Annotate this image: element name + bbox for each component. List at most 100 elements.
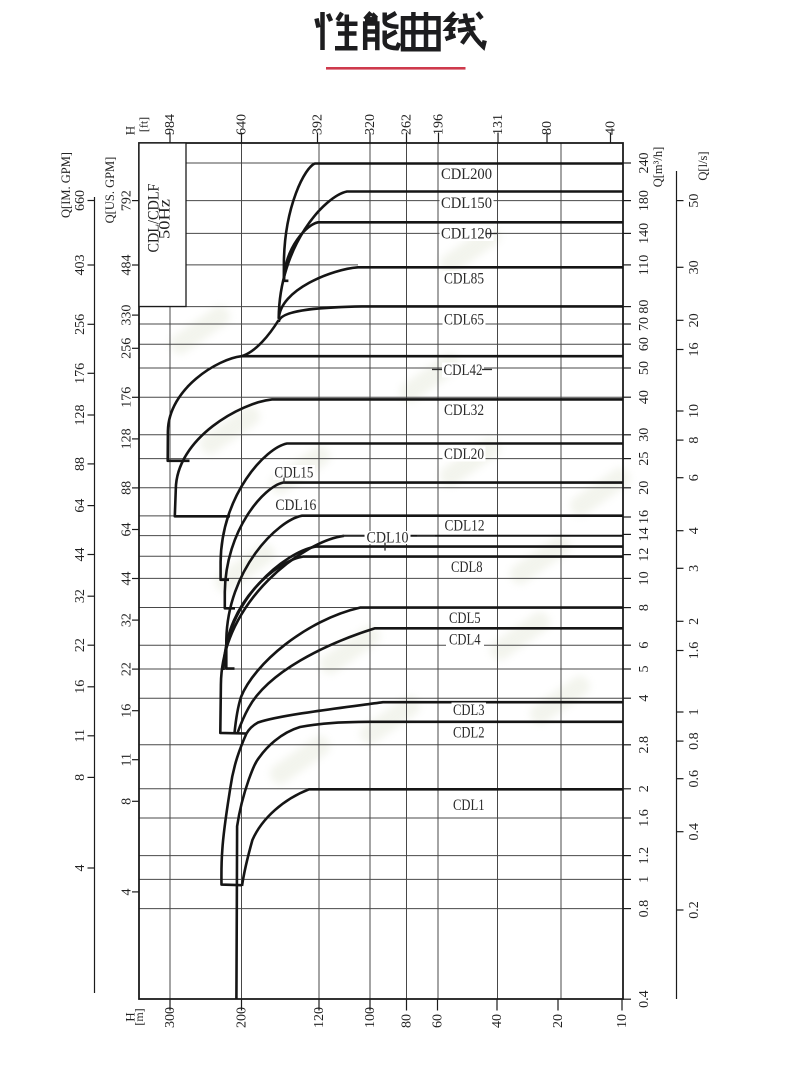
svg-text:60: 60 (637, 337, 652, 351)
svg-text:50Hz: 50Hz (157, 199, 174, 239)
svg-text:10: 10 (687, 404, 702, 418)
svg-text:0.6: 0.6 (687, 770, 702, 788)
svg-text:CDL42: CDL42 (444, 362, 483, 379)
svg-text:[ft]: [ft] (137, 117, 151, 132)
svg-text:100: 100 (363, 1007, 378, 1028)
svg-text:180: 180 (637, 190, 652, 211)
svg-text:CDL150: CDL150 (441, 195, 492, 212)
svg-text:128: 128 (73, 404, 88, 425)
svg-text:80: 80 (400, 1014, 415, 1028)
svg-text:22: 22 (73, 638, 88, 652)
svg-text:20: 20 (687, 313, 702, 327)
svg-text:120: 120 (312, 1007, 327, 1028)
svg-text:80: 80 (540, 121, 555, 135)
svg-text:330: 330 (120, 305, 135, 326)
svg-text:8: 8 (687, 437, 702, 444)
svg-text:22: 22 (120, 662, 135, 676)
svg-text:1.6: 1.6 (637, 809, 652, 827)
svg-text:CDL32: CDL32 (444, 402, 484, 419)
svg-text:Q[m³/h]: Q[m³/h] (651, 147, 665, 188)
svg-text:660: 660 (73, 190, 88, 211)
svg-text:CDL1: CDL1 (453, 797, 485, 814)
svg-text:4: 4 (73, 865, 88, 872)
svg-text:110: 110 (637, 255, 652, 275)
svg-text:30: 30 (637, 428, 652, 442)
svg-text:640: 640 (235, 114, 250, 135)
svg-text:16: 16 (73, 680, 88, 694)
svg-text:1.6: 1.6 (687, 642, 702, 660)
svg-text:6: 6 (637, 642, 652, 649)
svg-text:60: 60 (431, 1014, 446, 1028)
svg-text:88: 88 (120, 481, 135, 495)
svg-text:CDL5: CDL5 (449, 610, 481, 627)
svg-text:10: 10 (615, 1014, 630, 1028)
svg-text:25: 25 (637, 452, 652, 466)
svg-text:11: 11 (120, 753, 135, 766)
svg-text:50: 50 (687, 194, 702, 208)
svg-text:CDL4: CDL4 (449, 632, 481, 649)
svg-text:Q[IM. GPM]: Q[IM. GPM] (59, 152, 73, 218)
svg-text:8: 8 (73, 774, 88, 781)
svg-text:300: 300 (163, 1007, 178, 1028)
svg-text:64: 64 (120, 523, 135, 537)
svg-text:CDL85: CDL85 (444, 271, 484, 288)
svg-text:11: 11 (73, 729, 88, 742)
svg-text:0.4: 0.4 (637, 990, 652, 1008)
svg-text:CDL65: CDL65 (444, 312, 484, 329)
svg-text:256: 256 (120, 338, 135, 359)
svg-text:CDL10: CDL10 (367, 530, 409, 547)
svg-text:200: 200 (235, 1007, 250, 1028)
svg-text:40: 40 (490, 1014, 505, 1028)
svg-text:30: 30 (687, 260, 702, 274)
svg-text:2.8: 2.8 (637, 736, 652, 754)
svg-text:32: 32 (120, 613, 135, 627)
svg-text:984: 984 (163, 114, 178, 135)
svg-text:0.2: 0.2 (687, 901, 702, 919)
svg-text:CDL20: CDL20 (444, 446, 484, 463)
svg-text:2: 2 (637, 785, 652, 792)
svg-text:70: 70 (637, 317, 652, 331)
svg-text:50: 50 (637, 361, 652, 375)
svg-text:10: 10 (637, 571, 652, 585)
svg-text:H: H (123, 1012, 138, 1021)
svg-text:403: 403 (73, 255, 88, 276)
svg-text:240: 240 (637, 152, 652, 173)
svg-text:131: 131 (491, 114, 506, 135)
svg-text:40: 40 (637, 390, 652, 404)
svg-text:CDL15: CDL15 (274, 465, 313, 482)
svg-text:140: 140 (637, 223, 652, 244)
svg-text:CDL3: CDL3 (453, 702, 485, 719)
svg-text:CDL/CDLF: CDL/CDLF (145, 183, 162, 252)
svg-text:128: 128 (120, 428, 135, 449)
svg-text:44: 44 (120, 571, 135, 585)
svg-text:44: 44 (73, 548, 88, 562)
svg-text:CDL12: CDL12 (445, 518, 485, 535)
svg-text:5: 5 (637, 666, 652, 673)
svg-text:484: 484 (120, 255, 135, 276)
svg-text:16: 16 (637, 510, 652, 524)
svg-text:1.2: 1.2 (637, 847, 652, 865)
svg-text:0.8: 0.8 (637, 900, 652, 918)
svg-text:H: H (123, 126, 138, 135)
svg-text:Q[US. GPM]: Q[US. GPM] (103, 157, 117, 224)
svg-text:16: 16 (120, 704, 135, 718)
svg-text:196: 196 (432, 114, 447, 135)
svg-text:4: 4 (687, 527, 702, 534)
svg-text:88: 88 (73, 457, 88, 471)
svg-text:320: 320 (363, 114, 378, 135)
svg-text:8: 8 (120, 798, 135, 805)
svg-text:2: 2 (687, 618, 702, 625)
svg-text:4: 4 (120, 888, 135, 895)
svg-text:[m]: [m] (132, 1008, 146, 1025)
svg-text:40: 40 (604, 121, 619, 135)
svg-text:176: 176 (73, 363, 88, 384)
svg-text:0.8: 0.8 (687, 732, 702, 750)
svg-text:80: 80 (637, 300, 652, 314)
svg-text:20: 20 (551, 1014, 566, 1028)
svg-text:6: 6 (687, 474, 702, 481)
svg-text:32: 32 (73, 589, 88, 603)
svg-text:262: 262 (400, 114, 415, 135)
svg-text:1: 1 (687, 708, 702, 715)
svg-text:16: 16 (687, 343, 702, 357)
svg-text:CDL8: CDL8 (451, 559, 483, 576)
